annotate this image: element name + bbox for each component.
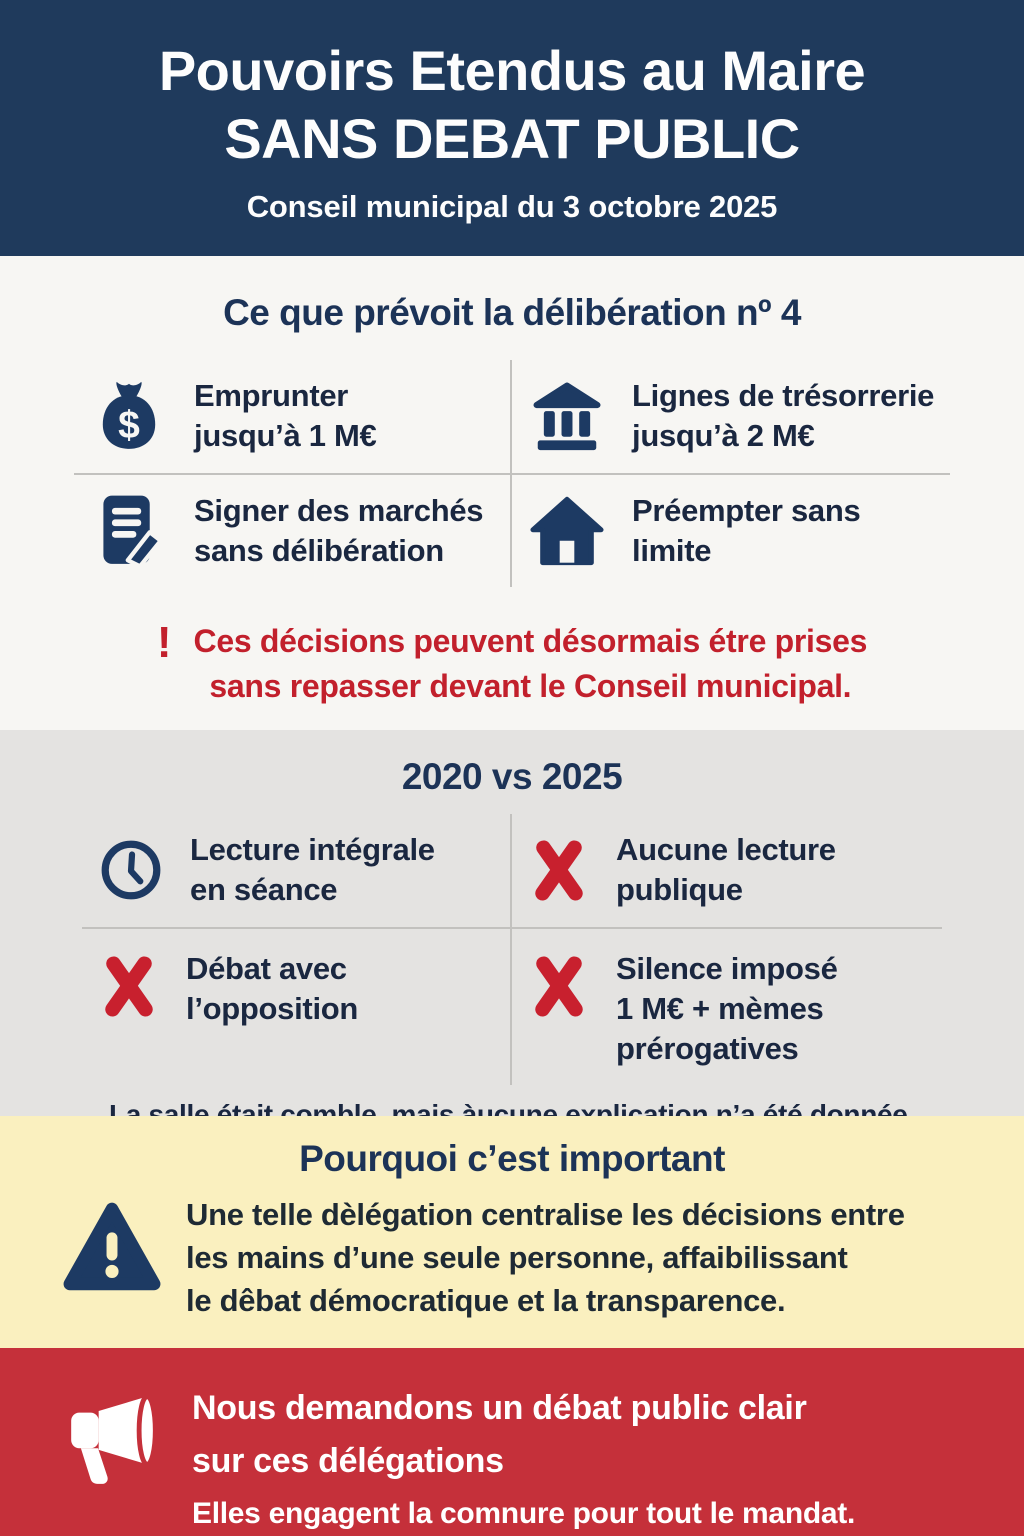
comparison-item-debat: Débat avec l’opposition: [82, 928, 512, 1086]
section-comparison: 2020 vs 2025 Lecture intégrale en séance: [0, 730, 1024, 1130]
comparison-item-silence: Silence imposé 1 M€ + mèmes prérogatives: [512, 929, 942, 1086]
deliberation-grid: $ Emprunter jusqu’à 1 M€ Lignes de tréso…: [74, 360, 950, 588]
importance-text: Une telle dèlégation centralise les déci…: [186, 1197, 905, 1318]
comparison-item-label: Lecture intégrale en séance: [190, 832, 435, 908]
cta-subtext: Elles engagent la comnure pour tout le m…: [192, 1497, 855, 1531]
section-call-to-action: Nous demandons un débat public clair sur…: [0, 1348, 1024, 1536]
deliberation-item-label: Signer des marchés sans délibération: [194, 492, 484, 568]
money-bag-icon: $: [90, 377, 168, 455]
red-cross-icon: [98, 953, 160, 1019]
megaphone-icon: [58, 1390, 162, 1500]
deliberation-item-label: Emprunter jusqu’à 1 M€: [194, 378, 377, 454]
clock-icon: [98, 837, 164, 903]
importance-title: Pourquoi c’est important: [299, 1138, 725, 1179]
page-subtitle: Conseil municipal du 3 octobre 2025: [246, 189, 778, 225]
house-icon: [528, 492, 606, 570]
warning-triangle-icon: [62, 1198, 162, 1298]
deliberation-warning-text: Ces décisions peuvent désormais étre pri…: [193, 623, 868, 704]
svg-text:$: $: [118, 404, 140, 447]
red-cross-icon: [528, 953, 590, 1019]
comparison-item-label: Silence imposé 1 M€ + mèmes prérogatives: [616, 950, 838, 1067]
deliberation-warning: ! Ces décisions peuvent désormais étre p…: [0, 618, 1024, 709]
deliberation-item-tresorerie: Lignes de trésorrerie jusqu’à 2 M€: [512, 360, 950, 475]
comparison-title: 2020 vs 2025: [401, 756, 623, 797]
header-banner: Pouvoirs Etendus au Maire SANS DEBAT PUB…: [0, 0, 1024, 256]
comparison-item-label: Débat avec l’opposition: [186, 950, 359, 1026]
section-importance: Pourquoi c’est important Une telle dèlég…: [0, 1116, 1024, 1348]
exclamation-mark-icon: !: [156, 618, 172, 668]
comparison-grid: Lecture intégrale en séance Aucune lectu…: [82, 814, 942, 1086]
page-title: Pouvoirs Etendus au Maire SANS DEBAT PUB…: [158, 38, 866, 170]
deliberation-item-label: Lignes de trésorrerie jusqu’à 2 M€: [632, 378, 935, 454]
comparison-item-label: Aucune lecture publique: [616, 832, 836, 908]
red-cross-icon: [528, 837, 590, 903]
comparison-item-lecture-2020: Lecture intégrale en séance: [82, 814, 512, 929]
deliberation-item-preempter: Préempter sans limite: [512, 475, 950, 588]
deliberation-item-marches: Signer des marchés sans délibération: [74, 474, 512, 588]
deliberation-title: Ce que prévoit la délibération nº 4: [223, 292, 801, 333]
importance-content: Une telle dèlégation centralise les déci…: [0, 1194, 1024, 1322]
deliberation-item-label: Préempter sans limite: [632, 492, 861, 568]
deliberation-item-emprunter: $ Emprunter jusqu’à 1 M€: [74, 360, 512, 475]
section-deliberation: Ce que prévoit la délibération nº 4 $ Em…: [0, 256, 1024, 730]
comparison-item-lecture-2025: Aucune lecture publique: [512, 814, 942, 929]
bank-icon: [528, 377, 606, 455]
cta-text-block: Nous demandons un débat public clair sur…: [192, 1382, 855, 1531]
signed-document-icon: [90, 492, 168, 570]
cta-heading: Nous demandons un débat public clair sur…: [192, 1389, 807, 1480]
